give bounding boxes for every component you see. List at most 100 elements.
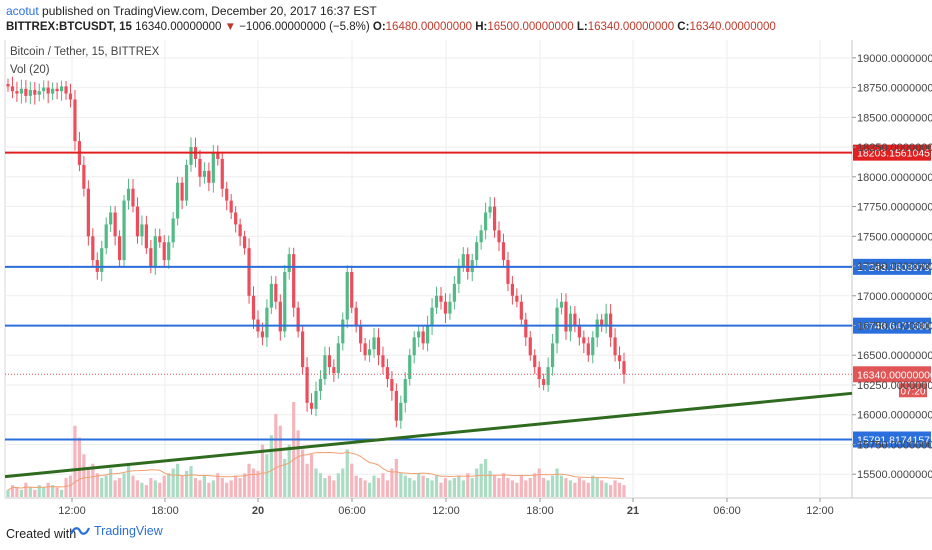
candle-body [412, 337, 416, 356]
volume-bar [153, 480, 157, 497]
level-label: 17243.16089790 [857, 262, 932, 274]
volume-bar [104, 475, 108, 497]
candle-body [492, 206, 497, 231]
volume-bar [354, 475, 358, 497]
x-tick-label: 18:00 [151, 505, 179, 517]
volume-bar [158, 482, 162, 497]
candle-body [301, 331, 305, 368]
candle-body [100, 248, 104, 272]
candle-body [390, 379, 394, 391]
candle-body [327, 355, 331, 368]
candle-body [229, 200, 233, 213]
volume-bar [46, 482, 50, 497]
volume-bar [6, 489, 10, 497]
volume-bar [95, 473, 99, 497]
volume-bar [390, 468, 394, 497]
volume-bar [595, 478, 599, 497]
volume-bar [421, 475, 425, 497]
candle-body [296, 307, 300, 332]
volume-bar [140, 482, 144, 497]
volume-bar [33, 489, 37, 497]
volume-bar [555, 468, 559, 497]
volume-bar [10, 485, 15, 497]
volume-bar [256, 470, 260, 497]
x-tick-label: 06:00 [713, 505, 741, 517]
author-link[interactable]: acotut [6, 4, 39, 18]
candle-body [292, 254, 296, 308]
price-chart[interactable]: 18203.15610457 17243.16089790 16748.647168… [0, 38, 932, 518]
volume-bar [492, 475, 497, 497]
volume-bar [216, 473, 220, 497]
candle-body [86, 188, 90, 237]
volume-bar [457, 475, 461, 497]
candle-body [104, 224, 108, 249]
candle-body [622, 361, 626, 375]
volume-bar [37, 485, 41, 497]
candle-body [559, 301, 564, 308]
candle-body [91, 236, 95, 261]
chart-area[interactable]: 18203.15610457 17243.16089790 16748.647168… [0, 38, 932, 518]
candle-body [28, 89, 32, 96]
candle-body [202, 170, 207, 177]
volume-bar [600, 480, 604, 497]
candle-body [305, 367, 309, 403]
volume-bar [162, 475, 166, 497]
volume-bar [144, 485, 148, 497]
y-tick-label: 17000.00000000 [857, 291, 932, 303]
volume-bar [176, 463, 180, 497]
volume-bar [417, 473, 421, 497]
candle-body [251, 295, 256, 320]
high-value: 16500.00000000 [487, 21, 574, 33]
volume-bar [296, 430, 300, 497]
y-tick-label: 18500.00000000 [857, 112, 932, 124]
candle-body [372, 337, 376, 350]
volume-bar [225, 482, 229, 497]
candle-body [510, 283, 515, 296]
candle-body [309, 402, 314, 409]
candle-body [336, 343, 340, 374]
volume-bar [617, 482, 622, 497]
volume-bar [385, 480, 390, 497]
candle-body [73, 99, 77, 142]
volume-bar [86, 468, 90, 497]
candle-body [6, 84, 10, 87]
volume-bar [323, 478, 327, 497]
candle-body [55, 88, 59, 92]
candle-body [131, 188, 135, 207]
change-arrow: ▼ [224, 21, 237, 33]
volume-bar [265, 454, 269, 497]
volume-bar [582, 480, 586, 497]
volume-bar [24, 482, 28, 497]
candle-body [421, 331, 425, 344]
volume-bar [73, 425, 77, 497]
candle-body [564, 301, 568, 332]
candle-body [287, 254, 291, 272]
volume-bar [15, 487, 19, 497]
candle-body [381, 355, 385, 368]
volume-bar [408, 478, 412, 497]
candle-body [586, 343, 590, 356]
volume-bar [100, 478, 104, 497]
candle-body [497, 230, 501, 243]
candle-body [484, 212, 488, 231]
volume-bar [412, 480, 416, 497]
candle-body [367, 349, 372, 356]
volume-bar [278, 425, 282, 497]
volume-bar [229, 480, 233, 497]
volume-bar [117, 478, 122, 497]
open-label: O: [372, 21, 386, 33]
candle-body [149, 248, 153, 267]
footer: Created with TradingView [0, 518, 932, 550]
level-label-bg [853, 317, 931, 334]
trend-line[interactable] [4, 391, 853, 479]
candle-body [260, 331, 265, 338]
candle-body [158, 236, 162, 243]
tradingview-brand[interactable]: TradingView [70, 524, 163, 538]
x-tick-label: 20 [252, 505, 264, 517]
volume-bar [211, 480, 215, 497]
volume-bar [109, 468, 113, 497]
x-tick-label: 06:00 [338, 505, 366, 517]
volume-bar [609, 485, 613, 497]
volume-bar [577, 478, 581, 497]
candle-body [434, 295, 439, 308]
